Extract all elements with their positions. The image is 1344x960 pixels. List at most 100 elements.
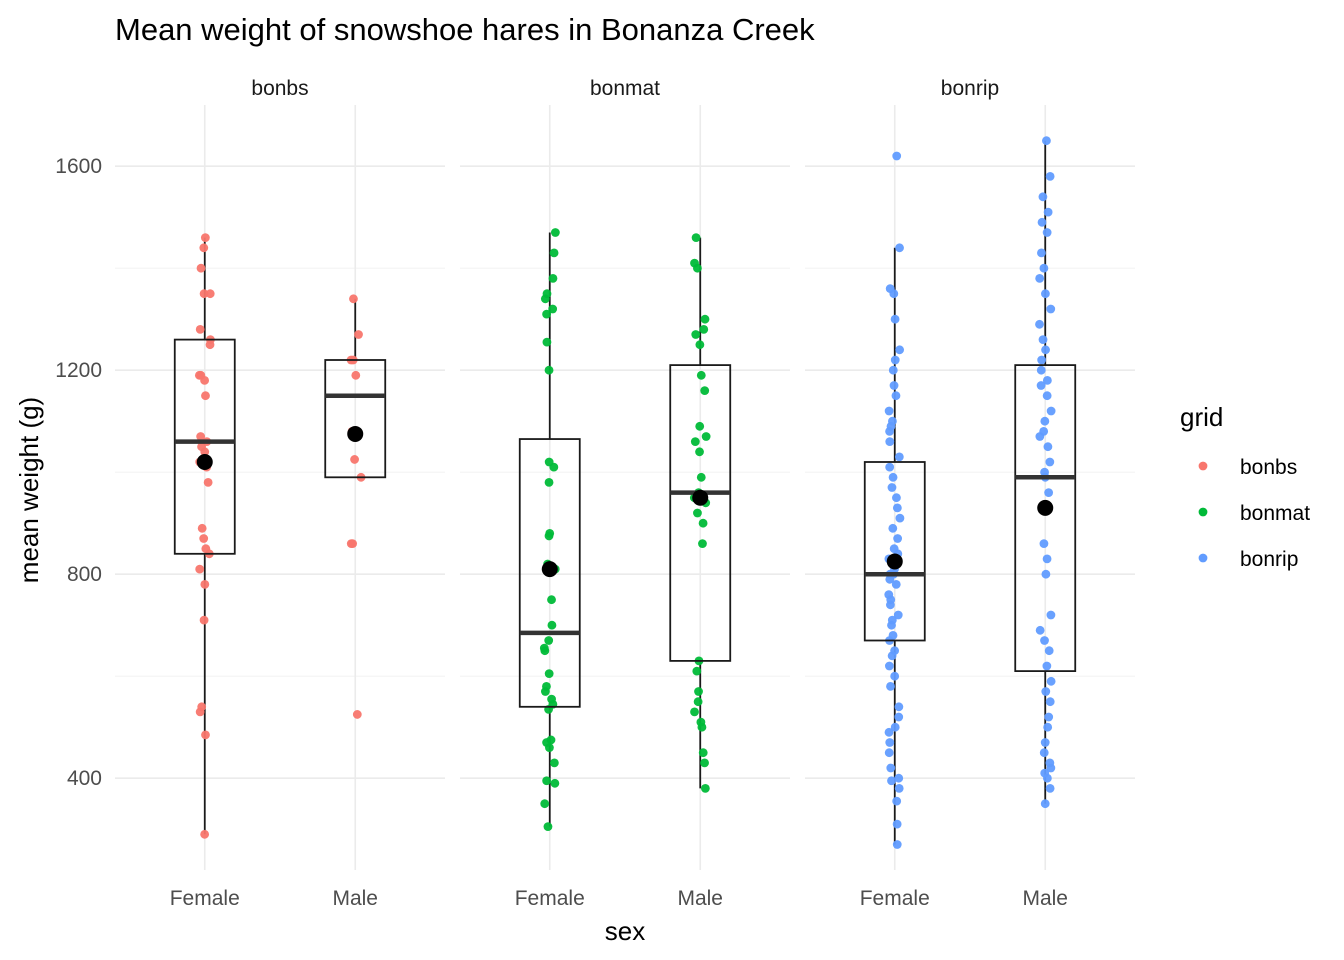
data-point (1037, 217, 1047, 227)
box-iqr (863, 461, 926, 642)
data-point (352, 710, 362, 719)
data-point (1039, 427, 1049, 436)
data-point (692, 666, 702, 676)
data-point (544, 636, 554, 645)
data-point (890, 671, 900, 681)
data-point (1040, 799, 1050, 809)
mean-point (541, 561, 558, 578)
data-point (199, 534, 209, 543)
data-point (894, 712, 904, 722)
data-point (350, 455, 359, 464)
data-point (1039, 539, 1049, 548)
data-point (548, 304, 558, 314)
data-point (1044, 712, 1054, 722)
data-point (693, 697, 703, 707)
legend-label-bonmat: bonmat (1240, 502, 1310, 525)
data-point (888, 523, 898, 533)
data-point (889, 381, 899, 390)
box-iqr (324, 359, 387, 479)
facet-panel-bonrip: bonrip Female Male (805, 77, 1135, 910)
facet-label-bonmat: bonmat (590, 77, 660, 100)
data-point (1045, 697, 1055, 707)
data-point (1036, 381, 1046, 390)
series-bonmat-female (518, 228, 581, 832)
data-point (1045, 172, 1055, 181)
x-tick-label: Female (515, 887, 585, 910)
data-point (885, 284, 895, 293)
data-point (1042, 376, 1052, 385)
data-point (201, 730, 210, 740)
data-point (196, 263, 206, 273)
data-point (890, 722, 900, 732)
series-bonbs-female (173, 233, 236, 839)
data-point (546, 735, 556, 745)
mean-point (196, 454, 213, 470)
data-point (1040, 738, 1050, 747)
data-point (199, 615, 209, 625)
data-point (1046, 610, 1056, 620)
y-tick-label: 1200 (55, 359, 102, 382)
data-point (547, 620, 557, 630)
data-point (549, 758, 559, 768)
data-point (1036, 365, 1046, 375)
data-point (201, 391, 210, 401)
data-point (1038, 192, 1048, 202)
data-point (1037, 248, 1046, 258)
data-point (542, 337, 552, 347)
data-point (895, 243, 904, 253)
data-point (891, 391, 901, 401)
facet-panel-bonbs: bonbs Female Male (115, 77, 445, 910)
mean-point (692, 489, 709, 506)
data-point (690, 707, 699, 717)
data-point (894, 452, 904, 462)
data-point (884, 748, 894, 758)
data-point (884, 727, 894, 737)
data-point (550, 228, 560, 237)
data-point (690, 258, 699, 268)
facet-label-bonbs: bonbs (251, 77, 308, 100)
legend-key-bonbs (1198, 461, 1208, 471)
data-point (1045, 784, 1055, 793)
box-iqr (518, 438, 581, 708)
data-point (544, 478, 554, 487)
data-point (892, 840, 902, 849)
data-point (884, 406, 894, 416)
x-tick-label: Male (1022, 887, 1068, 910)
data-point (887, 615, 897, 625)
data-point (1042, 136, 1051, 146)
data-point (197, 702, 207, 712)
data-point (1040, 636, 1049, 645)
data-point (545, 529, 555, 538)
data-point (892, 151, 902, 161)
y-tick-label: 800 (67, 563, 102, 586)
data-point (892, 493, 901, 503)
data-point (893, 534, 903, 543)
data-point (889, 544, 899, 554)
data-point (547, 694, 556, 704)
data-point (543, 822, 553, 832)
data-point (549, 248, 559, 258)
y-axis: 400 800 1200 1600 (55, 155, 102, 790)
data-point (542, 289, 552, 299)
gridlines (460, 105, 790, 870)
chart-title: Mean weight of snowshoe hares in Bonanza… (115, 12, 815, 47)
data-point (1044, 646, 1054, 656)
data-point (540, 799, 550, 809)
data-point (200, 580, 210, 589)
data-point (1043, 442, 1053, 452)
data-point (695, 447, 704, 457)
data-point (203, 478, 213, 487)
mean-point (347, 425, 364, 442)
mean-point (886, 553, 903, 570)
data-point (539, 643, 549, 653)
data-point (195, 564, 205, 574)
data-point (887, 776, 896, 786)
series-bonmat-male (669, 233, 732, 793)
data-point (1040, 467, 1049, 477)
data-point (886, 682, 895, 691)
data-point (542, 682, 551, 691)
data-point (1042, 661, 1052, 671)
data-point (695, 421, 705, 431)
data-point (894, 784, 904, 793)
